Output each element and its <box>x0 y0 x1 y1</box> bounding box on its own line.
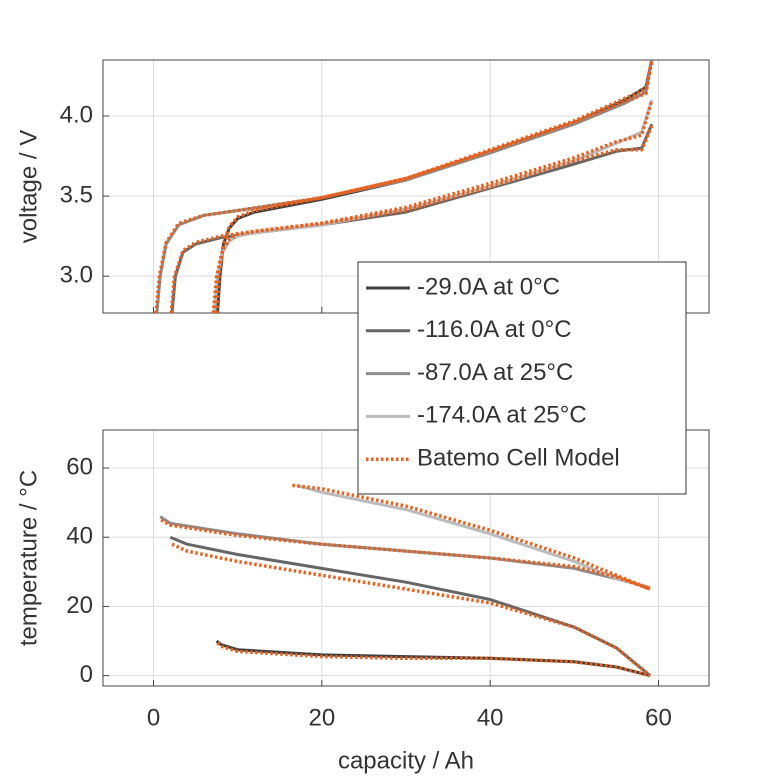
y-axis-label: voltage / V <box>15 130 42 243</box>
plot-area <box>154 60 654 313</box>
plot-area <box>159 483 652 678</box>
legend-label: -174.0A at 25°C <box>417 402 587 429</box>
x-tick-label: 20 <box>308 704 335 731</box>
y-tick-label: 3.5 <box>60 181 93 208</box>
x-tick-label: 40 <box>477 704 504 731</box>
y-tick-label: 4.0 <box>60 101 93 128</box>
x-axis-label: capacity / Ah <box>338 747 474 774</box>
y-tick-label: 40 <box>66 523 93 550</box>
legend-label: -116.0A at 0°C <box>417 316 572 343</box>
y-tick-label: 0 <box>80 661 93 688</box>
series-line <box>154 60 654 313</box>
legend-box <box>357 261 687 495</box>
y-tick-label: 60 <box>66 453 93 480</box>
series-line <box>160 483 652 678</box>
y-axis-label: temperature / °C <box>15 470 42 646</box>
x-tick-label: 0 <box>147 704 160 731</box>
y-tick-label: 20 <box>66 592 93 619</box>
x-tick-label: 60 <box>645 704 672 731</box>
legend-label: -87.0A at 25°C <box>417 359 573 386</box>
series-line <box>169 535 652 677</box>
legend-label: Batemo Cell Model <box>417 445 620 472</box>
legend-label: -29.0A at 0°C <box>417 273 560 300</box>
y-tick-label: 3.0 <box>60 262 93 289</box>
